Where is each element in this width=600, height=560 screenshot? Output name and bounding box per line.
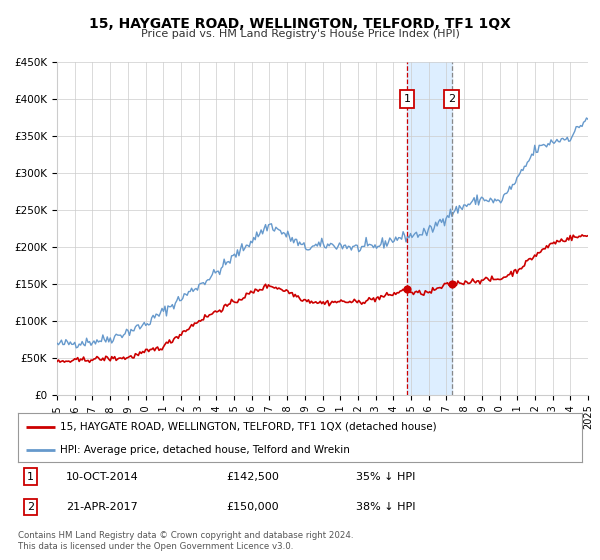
Bar bbox=[407, 62, 452, 395]
Text: 1: 1 bbox=[27, 472, 34, 482]
Text: 15, HAYGATE ROAD, WELLINGTON, TELFORD, TF1 1QX (detached house): 15, HAYGATE ROAD, WELLINGTON, TELFORD, T… bbox=[60, 422, 437, 432]
Text: 2: 2 bbox=[448, 94, 455, 104]
Text: 35% ↓ HPI: 35% ↓ HPI bbox=[356, 472, 416, 482]
Text: HPI: Average price, detached house, Telford and Wrekin: HPI: Average price, detached house, Telf… bbox=[60, 445, 350, 455]
Point bbox=[447, 279, 457, 288]
Text: 15, HAYGATE ROAD, WELLINGTON, TELFORD, TF1 1QX: 15, HAYGATE ROAD, WELLINGTON, TELFORD, T… bbox=[89, 17, 511, 31]
Text: Contains HM Land Registry data © Crown copyright and database right 2024.: Contains HM Land Registry data © Crown c… bbox=[18, 531, 353, 540]
Text: This data is licensed under the Open Government Licence v3.0.: This data is licensed under the Open Gov… bbox=[18, 542, 293, 551]
Text: £150,000: £150,000 bbox=[227, 502, 280, 512]
Text: £142,500: £142,500 bbox=[227, 472, 280, 482]
Text: 21-APR-2017: 21-APR-2017 bbox=[66, 502, 137, 512]
Point bbox=[403, 285, 412, 294]
Text: 10-OCT-2014: 10-OCT-2014 bbox=[66, 472, 139, 482]
Text: 38% ↓ HPI: 38% ↓ HPI bbox=[356, 502, 416, 512]
Text: 2: 2 bbox=[27, 502, 34, 512]
Text: 1: 1 bbox=[404, 94, 410, 104]
Text: Price paid vs. HM Land Registry's House Price Index (HPI): Price paid vs. HM Land Registry's House … bbox=[140, 29, 460, 39]
